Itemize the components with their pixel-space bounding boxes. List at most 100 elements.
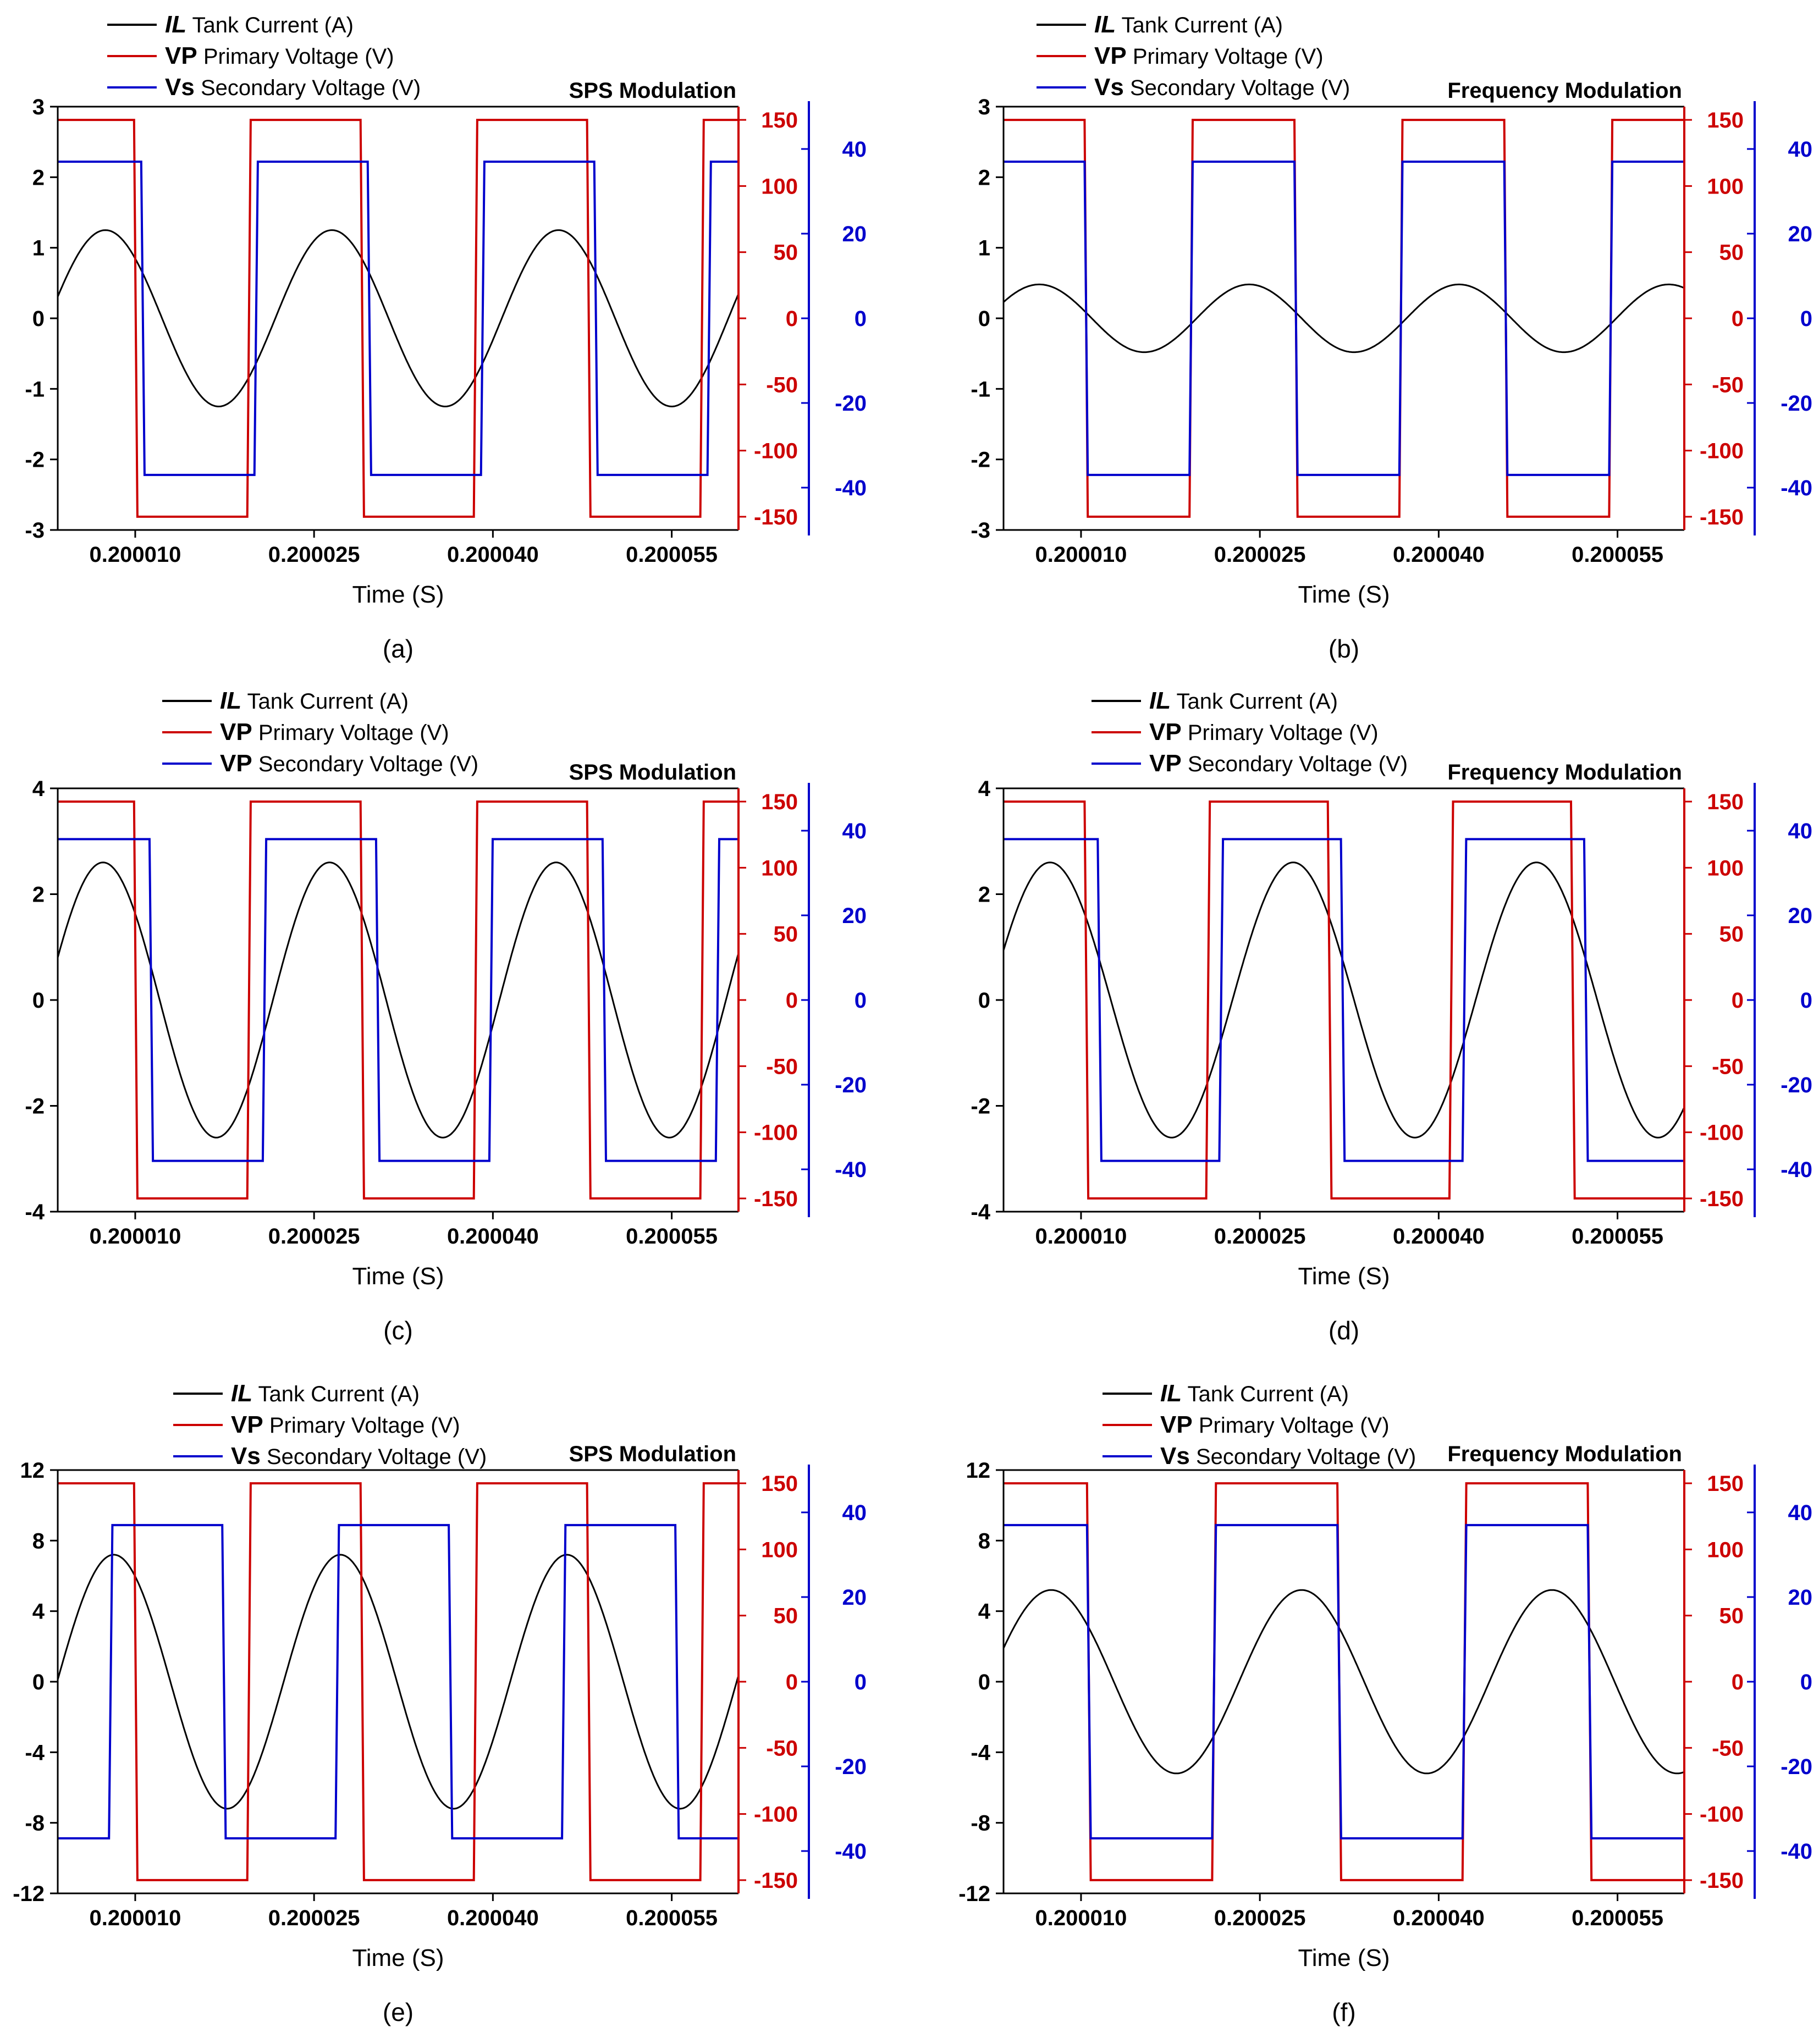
left-tick-label: 8	[32, 1529, 45, 1553]
left-tick-label: 0	[32, 988, 45, 1013]
series-tank-current-line	[1004, 1589, 1684, 1775]
x-tick-label: 0.200040	[1393, 1224, 1485, 1249]
left-tick-label: 4	[978, 777, 991, 801]
series-tank-current-line	[1004, 283, 1684, 353]
panel-label: (f)	[1332, 1998, 1355, 2026]
series-primary-voltage-line	[1004, 800, 1684, 1200]
left-tick-label: 1	[978, 236, 990, 261]
left-tick-label: 4	[32, 777, 45, 801]
x-tick-label: 0.200055	[1572, 1906, 1663, 1930]
legend-entry-secondary: Vs Secondary Voltage (V)	[1160, 1443, 1416, 1470]
primary-tick-label: 0	[1732, 307, 1744, 331]
series-group	[58, 1482, 738, 1881]
series-primary-voltage-line	[58, 119, 738, 518]
series-tank-current-line	[58, 229, 738, 407]
primary-tick-label: 100	[761, 1538, 798, 1562]
series-secondary-voltage-line	[58, 161, 738, 476]
left-tick-label: 4	[32, 1600, 45, 1624]
x-tick-label: 0.200055	[1572, 1224, 1663, 1249]
secondary-tick-label: 20	[842, 904, 867, 928]
left-tick-label: -8	[971, 1811, 990, 1836]
x-axis-title: Time (S)	[352, 581, 444, 608]
legend-entry-primary: VP Primary Voltage (V)	[220, 719, 449, 745]
x-tick-label: 0.200055	[626, 1906, 718, 1930]
legend-entry-current: IL Tank Current (A)	[1160, 1380, 1349, 1407]
left-tick-label: -2	[971, 448, 990, 472]
left-tick-label: 2	[978, 883, 990, 907]
series-primary-voltage-line	[58, 1482, 738, 1881]
secondary-tick-label: -20	[1781, 1755, 1812, 1779]
primary-tick-label: 150	[761, 790, 798, 814]
x-axis-title: Time (S)	[352, 1944, 444, 1971]
primary-tick-label: 100	[1707, 856, 1744, 880]
series-tank-current-line	[58, 861, 738, 1139]
x-axis-title: Time (S)	[1298, 1944, 1390, 1971]
secondary-tick-label: 40	[842, 137, 867, 162]
secondary-tick-label: 40	[842, 819, 867, 843]
x-tick-label: 0.200025	[268, 1906, 360, 1930]
primary-tick-label: 50	[1719, 1604, 1744, 1628]
left-tick-label: 2	[32, 165, 45, 190]
primary-tick-label: 50	[1719, 241, 1744, 265]
primary-tick-label: -100	[1700, 1121, 1744, 1145]
primary-tick-label: -50	[766, 1736, 798, 1760]
secondary-tick-label: 0	[1800, 988, 1812, 1013]
x-tick-label: 0.200010	[1035, 1906, 1127, 1930]
secondary-tick-label: -20	[1781, 1073, 1812, 1097]
left-tick-label: 12	[20, 1459, 45, 1483]
series-primary-voltage-line	[1004, 119, 1684, 518]
x-tick-label: 0.200040	[447, 543, 539, 567]
chart-panel-f: -12-8-404812-150-100-50050100150-40-2002…	[958, 1380, 1812, 2026]
secondary-tick-label: 40	[1788, 137, 1813, 162]
legend-entry-current: IL Tank Current (A)	[165, 11, 354, 38]
legend-entry-primary: VP Primary Voltage (V)	[231, 1411, 460, 1438]
secondary-tick-label: -40	[835, 476, 867, 500]
left-tick-label: 1	[32, 236, 45, 261]
primary-tick-label: -150	[754, 1187, 798, 1211]
primary-tick-label: -150	[754, 505, 798, 529]
primary-tick-label: -50	[766, 1054, 798, 1079]
primary-tick-label: -150	[754, 1869, 798, 1893]
primary-tick-label: 150	[1707, 790, 1744, 814]
primary-tick-label: 50	[774, 241, 798, 265]
series-group	[58, 800, 738, 1200]
panel-label: (c)	[383, 1316, 413, 1345]
series-group	[1004, 119, 1684, 518]
primary-tick-label: 150	[761, 108, 798, 132]
panel-label: (a)	[383, 634, 414, 663]
legend-entry-secondary: VP Secondary Voltage (V)	[1149, 750, 1408, 777]
chart-panel-c: -4-2024-150-100-50050100150-40-20020400.…	[25, 687, 867, 1345]
left-tick-label: -8	[25, 1811, 45, 1836]
series-primary-voltage-line	[58, 800, 738, 1200]
primary-tick-label: -50	[766, 373, 798, 397]
legend-entry-secondary: VP Secondary Voltage (V)	[220, 750, 478, 777]
secondary-tick-label: -40	[835, 1158, 867, 1182]
primary-tick-label: 0	[786, 988, 798, 1013]
primary-tick-label: 100	[761, 174, 798, 198]
panel-label: (b)	[1329, 634, 1359, 663]
legend-entry-current: IL Tank Current (A)	[231, 1380, 420, 1407]
legend-entry-secondary: Vs Secondary Voltage (V)	[165, 74, 421, 101]
primary-tick-label: 100	[1707, 174, 1744, 198]
left-tick-label: -4	[971, 1741, 990, 1765]
left-tick-label: 12	[966, 1459, 991, 1483]
secondary-tick-label: -40	[1781, 476, 1812, 500]
primary-tick-label: 50	[1719, 922, 1744, 947]
primary-tick-label: 0	[786, 1670, 798, 1694]
modulation-title: SPS Modulation	[569, 79, 736, 103]
primary-tick-label: 50	[774, 1604, 798, 1628]
primary-tick-label: -150	[1700, 1869, 1744, 1893]
x-tick-label: 0.200010	[90, 1224, 181, 1249]
primary-tick-label: -50	[1712, 1736, 1744, 1760]
primary-tick-label: -100	[754, 1121, 798, 1145]
left-tick-label: -2	[25, 1095, 45, 1119]
secondary-tick-label: 20	[842, 222, 867, 246]
secondary-tick-label: -40	[835, 1839, 867, 1864]
x-axis-title: Time (S)	[352, 1263, 444, 1290]
primary-tick-label: 150	[761, 1472, 798, 1496]
left-tick-label: -1	[971, 377, 990, 401]
secondary-tick-label: 0	[855, 988, 867, 1013]
x-tick-label: 0.200010	[1035, 1224, 1127, 1249]
primary-tick-label: 0	[1732, 1670, 1744, 1694]
